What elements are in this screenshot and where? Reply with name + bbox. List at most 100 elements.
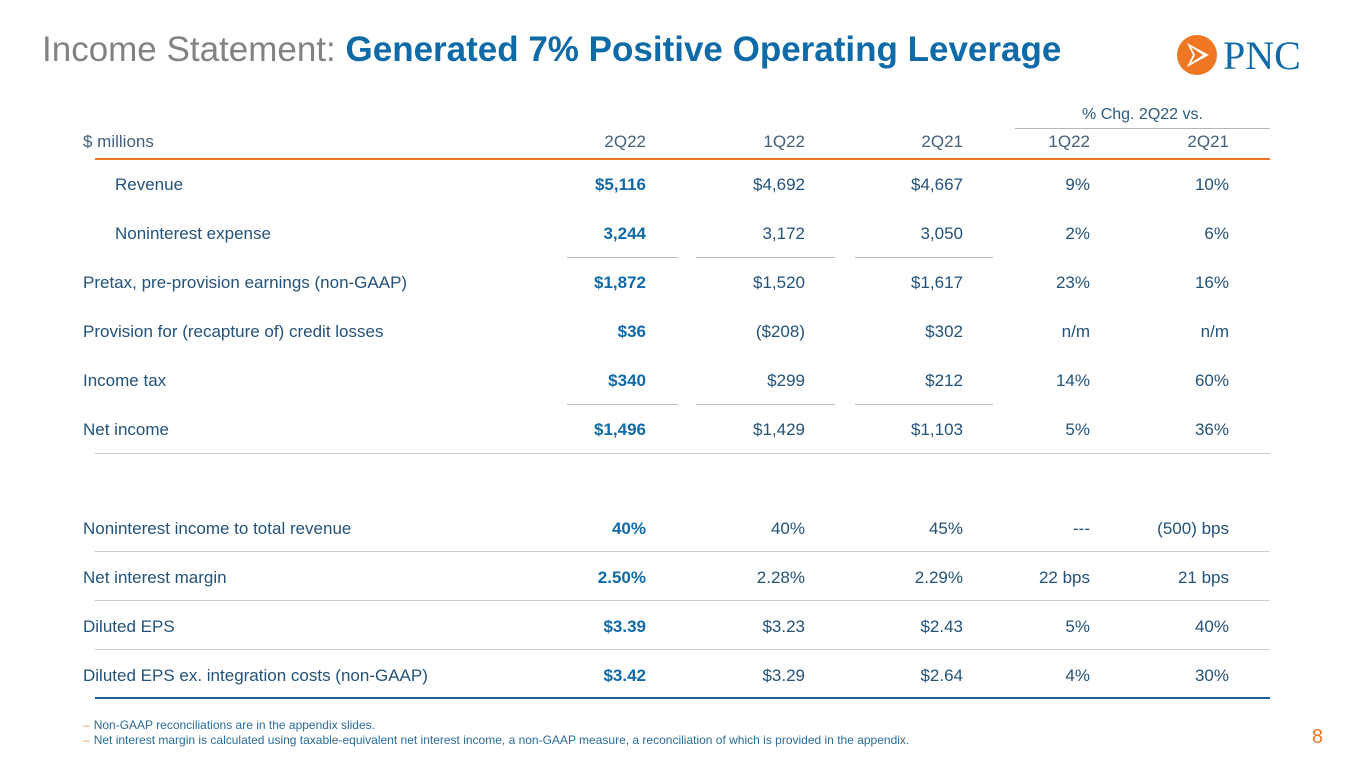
divider bbox=[855, 257, 993, 258]
cell-value: 16% bbox=[1194, 273, 1229, 292]
divider bbox=[567, 257, 678, 258]
row-label: Diluted EPS bbox=[83, 617, 175, 636]
column-header: 1Q22 bbox=[763, 132, 805, 151]
cell-value: 3,050 bbox=[920, 224, 963, 243]
cell-value: $3.23 bbox=[762, 617, 805, 636]
divider bbox=[95, 551, 1270, 552]
table-row: Noninterest expense 3,244 3,172 3,050 2% 6% bbox=[83, 224, 1270, 248]
divider bbox=[95, 600, 1270, 601]
pnc-logo: PNC bbox=[1177, 33, 1301, 78]
cell-value: 3,172 bbox=[762, 224, 805, 243]
row-label: Diluted EPS ex. integration costs (non-G… bbox=[83, 666, 428, 685]
cell-value: (500) bps bbox=[1157, 519, 1229, 538]
row-label: Net interest margin bbox=[83, 568, 227, 587]
cell-value: 5% bbox=[1065, 617, 1090, 636]
title-prefix: Income Statement: bbox=[42, 30, 336, 69]
cell-value: 30% bbox=[1194, 666, 1229, 685]
cell-value: 40% bbox=[1194, 617, 1229, 636]
divider bbox=[696, 404, 835, 405]
row-label: Pretax, pre-provision earnings (non-GAAP… bbox=[83, 273, 408, 292]
cell-value: 3,244 bbox=[603, 224, 646, 243]
table-row: Diluted EPS ex. integration costs (non-G… bbox=[83, 666, 1270, 690]
cell-value: 2.28% bbox=[756, 568, 805, 587]
cell-value: $5,116 bbox=[594, 175, 646, 194]
table-row: Income tax $340 $299 $212 14% 60% bbox=[83, 371, 1270, 395]
cell-value: $212 bbox=[925, 371, 963, 390]
cell-value: --- bbox=[1073, 519, 1090, 538]
divider bbox=[95, 697, 1270, 699]
cell-value: 45% bbox=[928, 519, 963, 538]
cell-value: n/m bbox=[1061, 322, 1090, 341]
row-label: Income tax bbox=[83, 371, 167, 390]
cell-value: $340 bbox=[608, 371, 646, 390]
column-header: $ millions bbox=[83, 132, 154, 151]
cell-value: ($208) bbox=[755, 322, 805, 341]
header-divider bbox=[95, 158, 1270, 160]
cell-value: 23% bbox=[1055, 273, 1090, 292]
cell-value: $1,429 bbox=[753, 420, 805, 439]
page-number: 8 bbox=[1311, 726, 1323, 748]
cell-value: $1,617 bbox=[911, 273, 963, 292]
table-header-row: $ millions 2Q22 1Q22 2Q21 1Q22 2Q21 bbox=[83, 132, 1270, 156]
cell-value: $1,872 bbox=[594, 273, 646, 292]
cell-value: $2.64 bbox=[920, 666, 963, 685]
row-label: Net income bbox=[83, 420, 169, 439]
cell-value: n/m bbox=[1200, 322, 1229, 341]
cell-value: $1,103 bbox=[911, 420, 963, 439]
cell-value: 5% bbox=[1065, 420, 1090, 439]
cell-value: $2.43 bbox=[920, 617, 963, 636]
cell-value: $1,520 bbox=[753, 273, 805, 292]
title-main: Generated 7% Positive Operating Leverage bbox=[345, 30, 1062, 69]
table-row: Provision for (recapture of) credit loss… bbox=[83, 322, 1270, 346]
footnote-text: Non-GAAP reconciliations are in the appe… bbox=[93, 718, 375, 732]
divider bbox=[855, 404, 993, 405]
divider bbox=[95, 649, 1270, 650]
cell-value: $3.42 bbox=[603, 666, 646, 685]
cell-value: $36 bbox=[617, 322, 646, 341]
row-label: Noninterest income to total revenue bbox=[83, 519, 352, 538]
cell-value: $3.29 bbox=[762, 666, 805, 685]
table-row: Noninterest income to total revenue 40% 40… bbox=[83, 519, 1270, 543]
cell-value: $299 bbox=[767, 371, 805, 390]
column-header: 2Q21 bbox=[1187, 132, 1229, 151]
cell-value: 2.29% bbox=[914, 568, 963, 587]
cell-value: $3.39 bbox=[603, 617, 646, 636]
cell-value: 36% bbox=[1194, 420, 1229, 439]
cell-value: 14% bbox=[1055, 371, 1090, 390]
divider bbox=[696, 257, 835, 258]
pct-change-group-header: % Chg. 2Q22 vs. bbox=[1082, 106, 1203, 123]
cell-value: 22 bps bbox=[1038, 568, 1090, 587]
table-row: Revenue $5,116 $4,692 $4,667 9% 10% bbox=[83, 175, 1270, 199]
column-header: 1Q22 bbox=[1048, 132, 1090, 151]
cell-value: 9% bbox=[1065, 175, 1090, 194]
cell-value: 40% bbox=[770, 519, 805, 538]
column-header: 2Q21 bbox=[921, 132, 963, 151]
cell-value: $4,667 bbox=[911, 175, 963, 194]
cell-value: $302 bbox=[925, 322, 963, 341]
cell-value: 10% bbox=[1194, 175, 1229, 194]
divider bbox=[95, 453, 1270, 454]
divider bbox=[567, 404, 678, 405]
cell-value: $4,692 bbox=[753, 175, 805, 194]
footnote: – Net interest margin is calculated using… bbox=[83, 733, 910, 747]
slide-title: Income Statement: Generated 7% Positive … bbox=[42, 30, 1061, 70]
row-label: Provision for (recapture of) credit loss… bbox=[83, 322, 384, 341]
cell-value: 60% bbox=[1194, 371, 1229, 390]
table-row: Net interest margin 2.50% 2.28% 2.29% 22 bps… bbox=[83, 568, 1270, 592]
row-label: Noninterest expense bbox=[115, 224, 271, 243]
cell-value: $1,496 bbox=[594, 420, 646, 439]
cell-value: 2% bbox=[1065, 224, 1090, 243]
cell-value: 21 bps bbox=[1177, 568, 1229, 587]
cell-value: 4% bbox=[1065, 666, 1090, 685]
column-header: 2Q22 bbox=[604, 132, 646, 151]
table-row: Diluted EPS $3.39 $3.23 $2.43 5% 40% bbox=[83, 617, 1270, 641]
footnote-text: Net interest margin is calculated using … bbox=[93, 733, 910, 747]
cell-value: 2.50% bbox=[597, 568, 646, 587]
cell-value: 6% bbox=[1204, 224, 1229, 243]
table-row: Net income $1,496 $1,429 $1,103 5% 36% bbox=[83, 420, 1270, 444]
divider bbox=[1015, 128, 1270, 129]
svg-text:PNC: PNC bbox=[1223, 33, 1301, 78]
cell-value: 40% bbox=[611, 519, 646, 538]
footnote: – Non-GAAP reconciliations are in the app… bbox=[83, 718, 375, 732]
row-label: Revenue bbox=[115, 175, 184, 194]
